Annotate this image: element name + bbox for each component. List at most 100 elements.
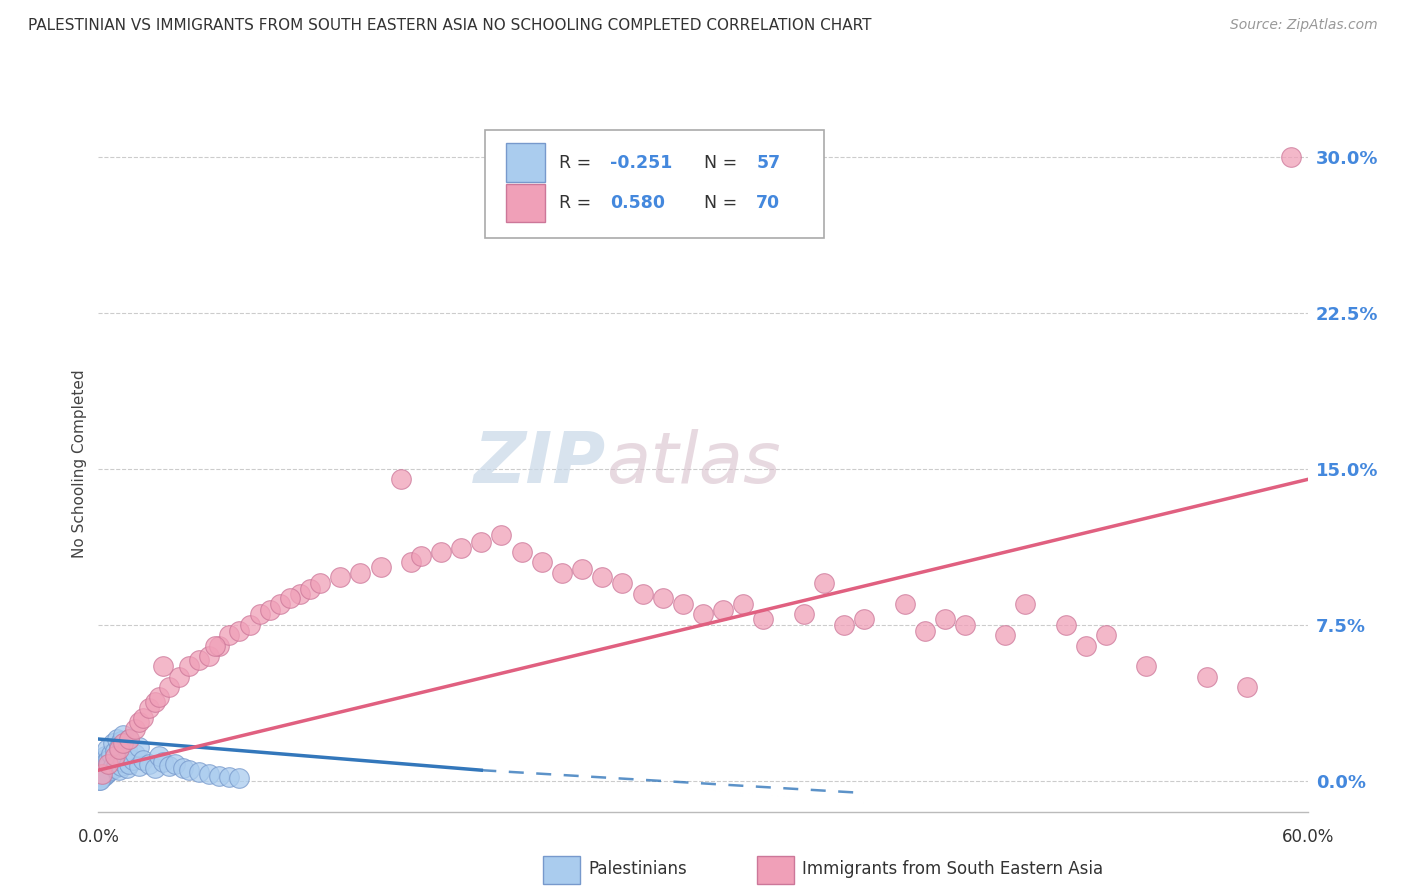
- Text: Palestinians: Palestinians: [588, 860, 688, 878]
- Point: [793, 607, 815, 622]
- Point: [115, 761, 138, 775]
- Point: [124, 747, 146, 761]
- Point: [389, 472, 412, 486]
- Point: [89, 763, 111, 777]
- Point: [278, 591, 301, 605]
- Point: [96, 742, 118, 756]
- Point: [188, 765, 211, 780]
- Point: [198, 767, 221, 781]
- Point: [994, 628, 1017, 642]
- Point: [132, 753, 155, 767]
- Text: atlas: atlas: [606, 429, 780, 499]
- Point: [143, 761, 166, 775]
- Text: 57: 57: [756, 153, 780, 171]
- Point: [832, 617, 855, 632]
- Point: [1281, 151, 1303, 165]
- FancyBboxPatch shape: [543, 856, 579, 884]
- Point: [111, 736, 134, 750]
- Point: [107, 763, 129, 777]
- Point: [111, 755, 134, 769]
- FancyBboxPatch shape: [506, 184, 544, 222]
- Point: [228, 624, 250, 638]
- Point: [813, 576, 835, 591]
- Text: Immigrants from South Eastern Asia: Immigrants from South Eastern Asia: [803, 860, 1104, 878]
- Point: [752, 611, 775, 625]
- Point: [259, 603, 281, 617]
- Point: [89, 769, 111, 783]
- Text: R =: R =: [560, 194, 598, 212]
- Text: R =: R =: [560, 153, 598, 171]
- Point: [128, 740, 150, 755]
- Point: [1236, 680, 1258, 694]
- Point: [105, 732, 128, 747]
- Point: [853, 611, 876, 625]
- Point: [309, 576, 332, 591]
- Point: [100, 747, 122, 761]
- Point: [370, 559, 392, 574]
- Point: [188, 653, 211, 667]
- Point: [115, 742, 138, 756]
- Text: -0.251: -0.251: [610, 153, 672, 171]
- Point: [124, 722, 146, 736]
- Text: PALESTINIAN VS IMMIGRANTS FROM SOUTH EASTERN ASIA NO SCHOOLING COMPLETED CORRELA: PALESTINIAN VS IMMIGRANTS FROM SOUTH EAS…: [28, 18, 872, 33]
- Point: [218, 771, 240, 785]
- Point: [96, 761, 118, 775]
- Point: [1135, 659, 1157, 673]
- Point: [96, 755, 118, 769]
- Point: [128, 759, 150, 773]
- Point: [96, 767, 118, 781]
- Point: [204, 639, 226, 653]
- Text: N =: N =: [704, 194, 742, 212]
- Y-axis label: No Schooling Completed: No Schooling Completed: [72, 369, 87, 558]
- Point: [148, 748, 170, 763]
- Point: [1054, 617, 1077, 632]
- Point: [430, 545, 453, 559]
- Point: [612, 576, 634, 591]
- Point: [1014, 597, 1036, 611]
- Point: [299, 582, 322, 597]
- Point: [89, 772, 111, 786]
- Text: ZIP: ZIP: [474, 429, 606, 499]
- Point: [148, 690, 170, 705]
- Point: [91, 771, 114, 785]
- Point: [138, 701, 160, 715]
- Point: [179, 659, 201, 673]
- Point: [893, 597, 915, 611]
- FancyBboxPatch shape: [758, 856, 794, 884]
- Point: [118, 732, 141, 747]
- Point: [551, 566, 574, 580]
- Point: [179, 763, 201, 777]
- Point: [91, 767, 114, 781]
- Point: [111, 728, 134, 742]
- Point: [218, 628, 240, 642]
- Point: [249, 607, 271, 622]
- Point: [128, 715, 150, 730]
- Text: N =: N =: [704, 153, 742, 171]
- Point: [1195, 670, 1218, 684]
- Text: 0.580: 0.580: [610, 194, 665, 212]
- Point: [953, 617, 976, 632]
- Point: [470, 534, 492, 549]
- Point: [651, 591, 673, 605]
- Point: [101, 759, 124, 773]
- Point: [152, 755, 174, 769]
- Point: [103, 761, 125, 775]
- Point: [93, 765, 115, 780]
- Point: [491, 528, 513, 542]
- Point: [89, 772, 111, 787]
- Point: [103, 744, 125, 758]
- Point: [152, 659, 174, 673]
- FancyBboxPatch shape: [485, 130, 824, 238]
- Point: [91, 761, 114, 775]
- Point: [409, 549, 432, 564]
- Point: [329, 570, 352, 584]
- Point: [97, 753, 120, 767]
- Point: [934, 611, 956, 625]
- Point: [399, 556, 422, 570]
- Point: [1095, 628, 1118, 642]
- FancyBboxPatch shape: [506, 144, 544, 182]
- Point: [510, 545, 533, 559]
- Point: [157, 680, 180, 694]
- Point: [349, 566, 371, 580]
- Point: [172, 761, 194, 775]
